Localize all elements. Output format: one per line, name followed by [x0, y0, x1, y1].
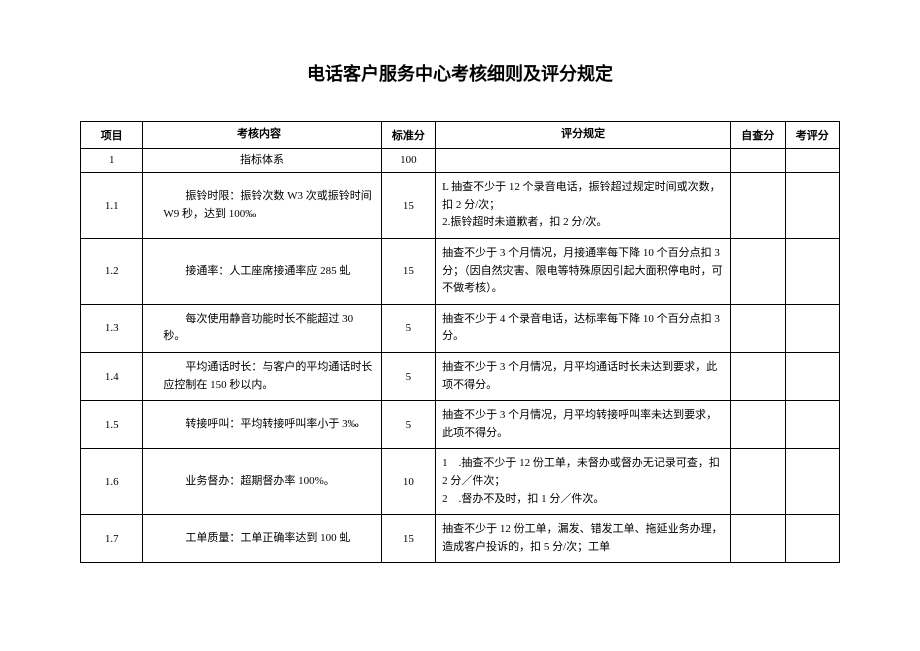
table-row: 1.2 接通率：人工座席接通率应 285 虬 15 抽查不少于 3 个月情况，月…: [81, 238, 840, 304]
cell-id: 1.3: [81, 304, 143, 352]
cell-rule: 抽查不少于 4 个录音电话，达标率每下降 10 个百分点扣 3 分。: [436, 304, 731, 352]
cell-content: 业务督办：超期督办率 100%。: [143, 449, 381, 515]
cell-content: 接通率：人工座席接通率应 285 虬: [143, 238, 381, 304]
cell-eval: [785, 401, 839, 449]
cell-self: [731, 304, 785, 352]
cell-eval: [785, 515, 839, 563]
header-eval: 考评分: [785, 122, 839, 149]
cell-id: 1: [81, 148, 143, 173]
cell-self: [731, 449, 785, 515]
cell-self: [731, 148, 785, 173]
cell-rule: 抽查不少于 3 个月情况，月平均通话时长未达到要求，此项不得分。: [436, 352, 731, 400]
cell-self: [731, 352, 785, 400]
cell-id: 1.7: [81, 515, 143, 563]
header-project: 项目: [81, 122, 143, 149]
cell-score: 5: [381, 352, 435, 400]
cell-score: 10: [381, 449, 435, 515]
cell-content: 振铃时限：振铃次数 W3 次或振铃时间 W9 秒，达到 100‰: [143, 173, 381, 239]
cell-self: [731, 515, 785, 563]
cell-rule: [436, 148, 731, 173]
header-self: 自查分: [731, 122, 785, 149]
table-row: 1.4 平均通话时长：与客户的平均通话时长应控制在 150 秒以内。 5 抽查不…: [81, 352, 840, 400]
assessment-table: 项目 考核内容 标准分 评分规定 自查分 考评分 1 指标体系 100 1.1 …: [80, 121, 840, 563]
cell-id: 1.4: [81, 352, 143, 400]
header-content: 考核内容: [143, 122, 381, 149]
cell-score: 15: [381, 515, 435, 563]
cell-content: 每次使用静音功能时长不能超过 30秒。: [143, 304, 381, 352]
cell-id: 1.1: [81, 173, 143, 239]
cell-content: 工单质量：工单正确率达到 100 虬: [143, 515, 381, 563]
document-title: 电话客户服务中心考核细则及评分规定: [80, 60, 840, 86]
table-row: 1.7 工单质量：工单正确率达到 100 虬 15 抽查不少于 12 份工单，漏…: [81, 515, 840, 563]
table-row: 1.5 转接呼叫：平均转接呼叫率小于 3‰ 5 抽查不少于 3 个月情况，月平均…: [81, 401, 840, 449]
cell-self: [731, 173, 785, 239]
cell-eval: [785, 352, 839, 400]
table-row: 1.6 业务督办：超期督办率 100%。 10 1 .抽查不少于 12 份工单，…: [81, 449, 840, 515]
cell-score: 5: [381, 304, 435, 352]
cell-rule: 1 .抽查不少于 12 份工单，未督办或督办无记录可查，扣 2 分／件次；2 .…: [436, 449, 731, 515]
cell-id: 1.2: [81, 238, 143, 304]
cell-self: [731, 238, 785, 304]
table-row: 1.3 每次使用静音功能时长不能超过 30秒。 5 抽查不少于 4 个录音电话，…: [81, 304, 840, 352]
cell-score: 5: [381, 401, 435, 449]
table-row: 1 指标体系 100: [81, 148, 840, 173]
cell-eval: [785, 238, 839, 304]
cell-eval: [785, 173, 839, 239]
cell-eval: [785, 148, 839, 173]
cell-id: 1.5: [81, 401, 143, 449]
cell-content: 指标体系: [143, 148, 381, 173]
cell-id: 1.6: [81, 449, 143, 515]
cell-rule: 抽查不少于 3 个月情况，月平均转接呼叫率未达到要求，此项不得分。: [436, 401, 731, 449]
cell-eval: [785, 449, 839, 515]
cell-content: 平均通话时长：与客户的平均通话时长应控制在 150 秒以内。: [143, 352, 381, 400]
cell-rule: L 抽查不少于 12 个录音电话，振铃超过规定时间或次数，扣 2 分/次；2.振…: [436, 173, 731, 239]
table-body: 1 指标体系 100 1.1 振铃时限：振铃次数 W3 次或振铃时间 W9 秒，…: [81, 148, 840, 563]
cell-score: 15: [381, 238, 435, 304]
cell-eval: [785, 304, 839, 352]
cell-score: 15: [381, 173, 435, 239]
cell-rule: 抽查不少于 3 个月情况，月接通率每下降 10 个百分点扣 3 分；（因自然灾害…: [436, 238, 731, 304]
table-row: 1.1 振铃时限：振铃次数 W3 次或振铃时间 W9 秒，达到 100‰ 15 …: [81, 173, 840, 239]
cell-content: 转接呼叫：平均转接呼叫率小于 3‰: [143, 401, 381, 449]
header-rule: 评分规定: [436, 122, 731, 149]
header-score: 标准分: [381, 122, 435, 149]
table-header-row: 项目 考核内容 标准分 评分规定 自查分 考评分: [81, 122, 840, 149]
cell-score: 100: [381, 148, 435, 173]
cell-self: [731, 401, 785, 449]
cell-rule: 抽查不少于 12 份工单，漏发、错发工单、拖延业务办理，造成客户投诉的，扣 5 …: [436, 515, 731, 563]
